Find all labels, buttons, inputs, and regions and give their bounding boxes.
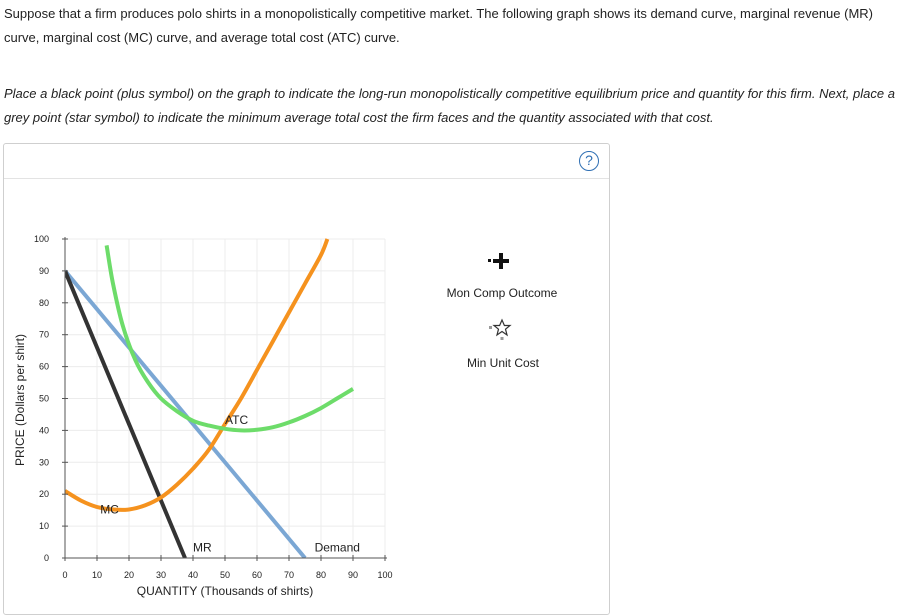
y-tick-label: 50 [39, 394, 49, 404]
series-layer [65, 238, 355, 558]
series-atc-line [104, 245, 355, 433]
x-tick-label: 60 [252, 570, 262, 580]
y-tick-label: 10 [39, 521, 49, 531]
grid [65, 238, 386, 558]
y-tick-label: 40 [39, 425, 49, 435]
x-tick-label: 100 [377, 570, 392, 580]
tool-palette: Mon Comp Outcome Min Unit Cost [447, 253, 558, 370]
x-tick-label: 20 [124, 570, 134, 580]
min-unit-cost-label: Min Unit Cost [467, 356, 540, 370]
curve-label-mc: MC [100, 502, 119, 516]
curve-label-mr: MR [193, 541, 212, 555]
y-tick-label: 70 [39, 330, 49, 340]
min-unit-cost-tool[interactable]: Min Unit Cost [467, 318, 540, 370]
y-tick-label: 20 [39, 489, 49, 499]
graph-panel: ? 0 10 20 30 40 50 60 70 80 90 100 0 10 20 30 40 50 60 70 8… [3, 143, 610, 615]
y-axis-title: PRICE (Dollars per shirt) [13, 334, 27, 466]
labels-layer: QUANTITY (Thousands of shirts) PRICE (Do… [13, 334, 360, 598]
panel-header: ? [4, 144, 609, 179]
x-tick-label: 10 [92, 570, 102, 580]
x-tick-label: 40 [188, 570, 198, 580]
y-tick-label: 100 [34, 234, 49, 244]
x-tick-label: 30 [156, 570, 166, 580]
x-tick-label: 50 [220, 570, 230, 580]
mon-comp-outcome-tool[interactable]: Mon Comp Outcome [447, 253, 558, 300]
question-intro: Suppose that a firm produces polo shirts… [4, 6, 873, 45]
star-icon [489, 318, 512, 340]
x-axis-title: QUANTITY (Thousands of shirts) [137, 584, 314, 598]
question-instructions: Place a black point (plus symbol) on the… [4, 86, 895, 125]
plus-icon [488, 253, 509, 269]
help-button[interactable]: ? [579, 151, 599, 171]
series-mc-line [65, 238, 330, 512]
series-mr-line [65, 270, 187, 558]
x-tick-label: 70 [284, 570, 294, 580]
x-tick-label: 0 [62, 570, 67, 580]
y-tick-label: 60 [39, 362, 49, 372]
chart-svg[interactable]: 0 10 20 30 40 50 60 70 80 90 100 0 10 20 30 40 50 60 70 80 9… [4, 144, 609, 609]
axes: 0 10 20 30 40 50 60 70 80 90 100 0 10 20 30 40 50 60 70 80 9… [34, 234, 393, 580]
y-tick-label: 80 [39, 298, 49, 308]
curve-label-demand: Demand [315, 541, 360, 555]
curve-label-atc: ATC [225, 413, 248, 427]
y-tick-label: 0 [44, 553, 49, 563]
y-tick-label: 90 [39, 266, 49, 276]
x-tick-label: 90 [348, 570, 358, 580]
mon-comp-outcome-label: Mon Comp Outcome [447, 286, 558, 300]
x-tick-label: 80 [316, 570, 326, 580]
y-tick-label: 30 [39, 457, 49, 467]
